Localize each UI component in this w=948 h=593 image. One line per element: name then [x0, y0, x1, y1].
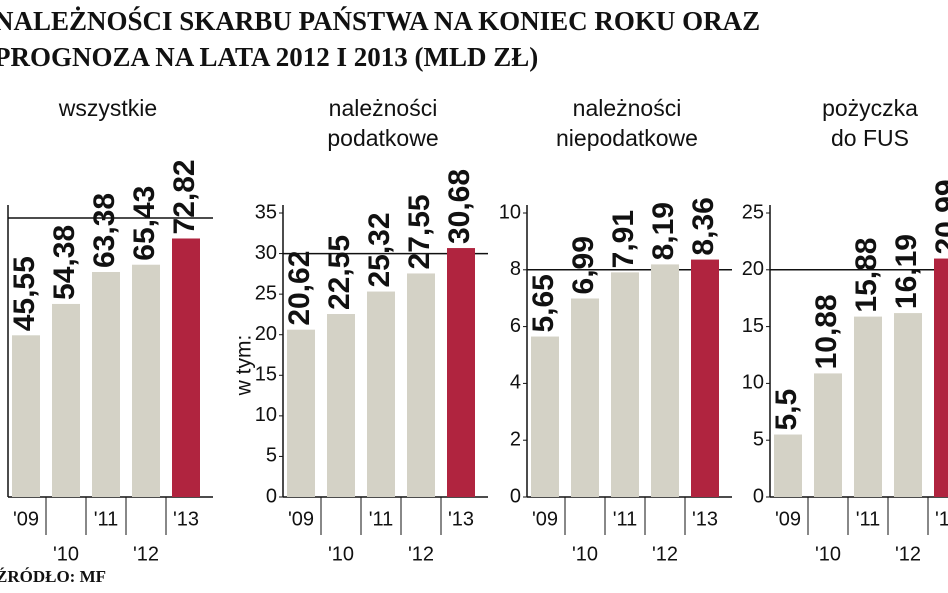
y-tick-label: 0 — [753, 485, 764, 507]
y-tick-label: 6 — [510, 315, 521, 337]
y-tick-label: 10 — [255, 404, 277, 426]
x-tick-label: '10 — [328, 543, 354, 565]
value-label: 6,99 — [567, 236, 600, 294]
x-tick-label: '10 — [572, 543, 598, 565]
bar — [92, 272, 120, 497]
bar — [651, 264, 679, 497]
bar — [611, 272, 639, 497]
y-tick-label: 0 — [266, 485, 277, 507]
y-tick-label: 0 — [510, 485, 521, 507]
source: ŹRÓDŁO: MF — [0, 567, 106, 586]
x-tick-label: '11 — [613, 508, 638, 530]
bar — [531, 336, 559, 497]
x-tick-label: '13 — [935, 508, 948, 530]
y-tick-label: 15 — [742, 315, 764, 337]
chart-title: należności — [573, 95, 682, 121]
chart-title: wszystkie — [58, 95, 157, 121]
x-tick-label: '11 — [856, 508, 881, 530]
chart-title: pożyczka — [822, 95, 918, 121]
x-tick-label: '10 — [815, 543, 841, 565]
chart-title: niepodatkowe — [556, 125, 698, 151]
x-tick-label: '13 — [692, 508, 718, 530]
x-tick-label: '09 — [532, 508, 558, 530]
value-label: 10,88 — [810, 294, 843, 369]
y-tick-label: 20 — [742, 258, 764, 280]
x-tick-label: '13 — [448, 508, 474, 530]
bar — [934, 258, 948, 497]
bar — [571, 298, 599, 497]
bar — [52, 303, 80, 497]
y-tick-label: 5 — [266, 445, 277, 467]
bar — [894, 313, 922, 497]
y-tick-label: 10 — [742, 372, 764, 394]
value-label: 30,68 — [443, 169, 476, 244]
x-tick-label: '12 — [895, 543, 921, 565]
value-label: 15,88 — [850, 238, 883, 313]
x-tick-label: '09 — [775, 508, 801, 530]
value-label: 45,55 — [8, 256, 41, 331]
y-tick-label: 25 — [255, 282, 277, 304]
y-tick-label: 4 — [510, 372, 521, 394]
bar — [691, 259, 719, 497]
value-label: 7,91 — [607, 210, 640, 268]
bar — [407, 273, 435, 497]
y-tick-label: 10 — [499, 201, 521, 223]
value-label: 25,32 — [363, 212, 396, 287]
value-label: 8,19 — [647, 202, 680, 260]
bar — [132, 264, 160, 497]
value-label: 63,38 — [88, 193, 121, 268]
x-tick-label: '12 — [408, 543, 434, 565]
bar — [854, 316, 882, 497]
value-label: 22,55 — [323, 235, 356, 310]
bar — [367, 291, 395, 497]
bar — [774, 434, 802, 497]
x-tick-label: '12 — [652, 543, 678, 565]
value-label: 20,62 — [283, 251, 316, 326]
y-tick-label: 8 — [510, 258, 521, 280]
y-tick-label: 5 — [753, 428, 764, 450]
title-line: NALEŻNOŚCI SKARBU PAŃSTWA NA KONIEC ROKU… — [0, 6, 760, 36]
y-tick-label: 25 — [742, 201, 764, 223]
x-tick-label: '11 — [94, 508, 119, 530]
bar — [327, 314, 355, 497]
x-tick-label: '09 — [13, 508, 39, 530]
y-tick-label: 2 — [510, 428, 521, 450]
value-label: 20,99 — [930, 179, 948, 254]
value-label: 65,43 — [128, 186, 161, 261]
value-label: 8,36 — [687, 197, 720, 255]
bar — [172, 238, 200, 497]
value-label: 5,65 — [527, 274, 560, 332]
bar — [447, 248, 475, 497]
x-tick-label: '12 — [133, 543, 159, 565]
chart-title: do FUS — [831, 125, 909, 151]
y-tick-label: 35 — [255, 201, 277, 223]
bar — [12, 335, 40, 497]
y-tick-label: 20 — [255, 323, 277, 345]
x-tick-label: '11 — [369, 508, 394, 530]
value-label: 5,5 — [770, 389, 803, 431]
x-tick-label: '10 — [53, 543, 79, 565]
value-label: 27,55 — [403, 194, 436, 269]
chart-title: podatkowe — [327, 125, 438, 151]
x-tick-label: '09 — [288, 508, 314, 530]
title-line: PROGNOZA NA LATA 2012 I 2013 (MLD ZŁ) — [0, 42, 538, 72]
y-tick-label: 15 — [255, 364, 277, 386]
value-label: 72,82 — [168, 159, 201, 234]
value-label: 16,19 — [890, 234, 923, 309]
value-label: 54,38 — [48, 225, 81, 300]
y-tick-label: 30 — [255, 242, 277, 264]
x-tick-label: '13 — [173, 508, 199, 530]
bar — [287, 329, 315, 497]
bar — [814, 373, 842, 497]
note: w tym: — [233, 335, 256, 397]
chart-title: należności — [329, 95, 438, 121]
